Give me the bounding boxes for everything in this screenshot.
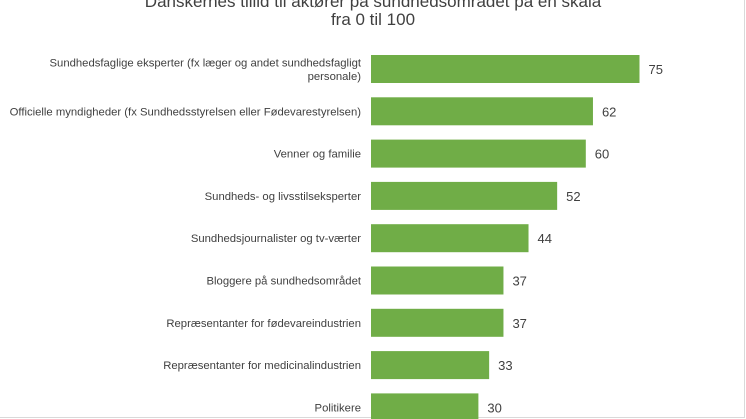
- category-label-8: Politikere: [315, 402, 361, 414]
- value-label-0: 75: [649, 62, 663, 77]
- chart-subtitle: fra 0 til 100: [330, 10, 416, 29]
- bar-8: [371, 393, 479, 419]
- value-label-5: 37: [512, 274, 526, 289]
- category-label-2: Venner og familie: [274, 149, 361, 161]
- value-label-3: 52: [566, 189, 580, 204]
- category-label-1: Officielle myndigheder (fx Sundhedsstyre…: [10, 106, 362, 118]
- bar-3: [371, 181, 558, 210]
- bar-6: [371, 308, 504, 337]
- category-label-7: Repræsentanter for medicinalindustrien: [163, 360, 361, 372]
- bar-4: [371, 224, 529, 253]
- category-label-3: Sundheds- og livsstilseksperter: [205, 191, 362, 203]
- value-label-4: 44: [538, 231, 552, 246]
- bar-7: [371, 351, 490, 380]
- bar-5: [371, 266, 504, 295]
- category-label-5: Bloggere på sundhedsområdet: [207, 276, 362, 288]
- bar-2: [371, 139, 586, 168]
- value-label-8: 30: [487, 400, 501, 415]
- value-label-1: 62: [602, 104, 616, 119]
- category-label-0: Sundhedsfaglige eksperter (fx læger og a…: [50, 57, 362, 83]
- bar-1: [371, 97, 593, 126]
- bar-0: [371, 55, 640, 83]
- category-label-4: Sundhedsjournalister og tv-værter: [191, 233, 361, 245]
- value-label-7: 33: [498, 358, 512, 373]
- value-label-2: 60: [595, 147, 609, 162]
- value-label-6: 37: [512, 316, 526, 331]
- category-label-6: Repræsentanter for fødevareindustrien: [166, 318, 361, 330]
- chart-title: Danskernes tillid til aktører på sundhed…: [144, 0, 602, 11]
